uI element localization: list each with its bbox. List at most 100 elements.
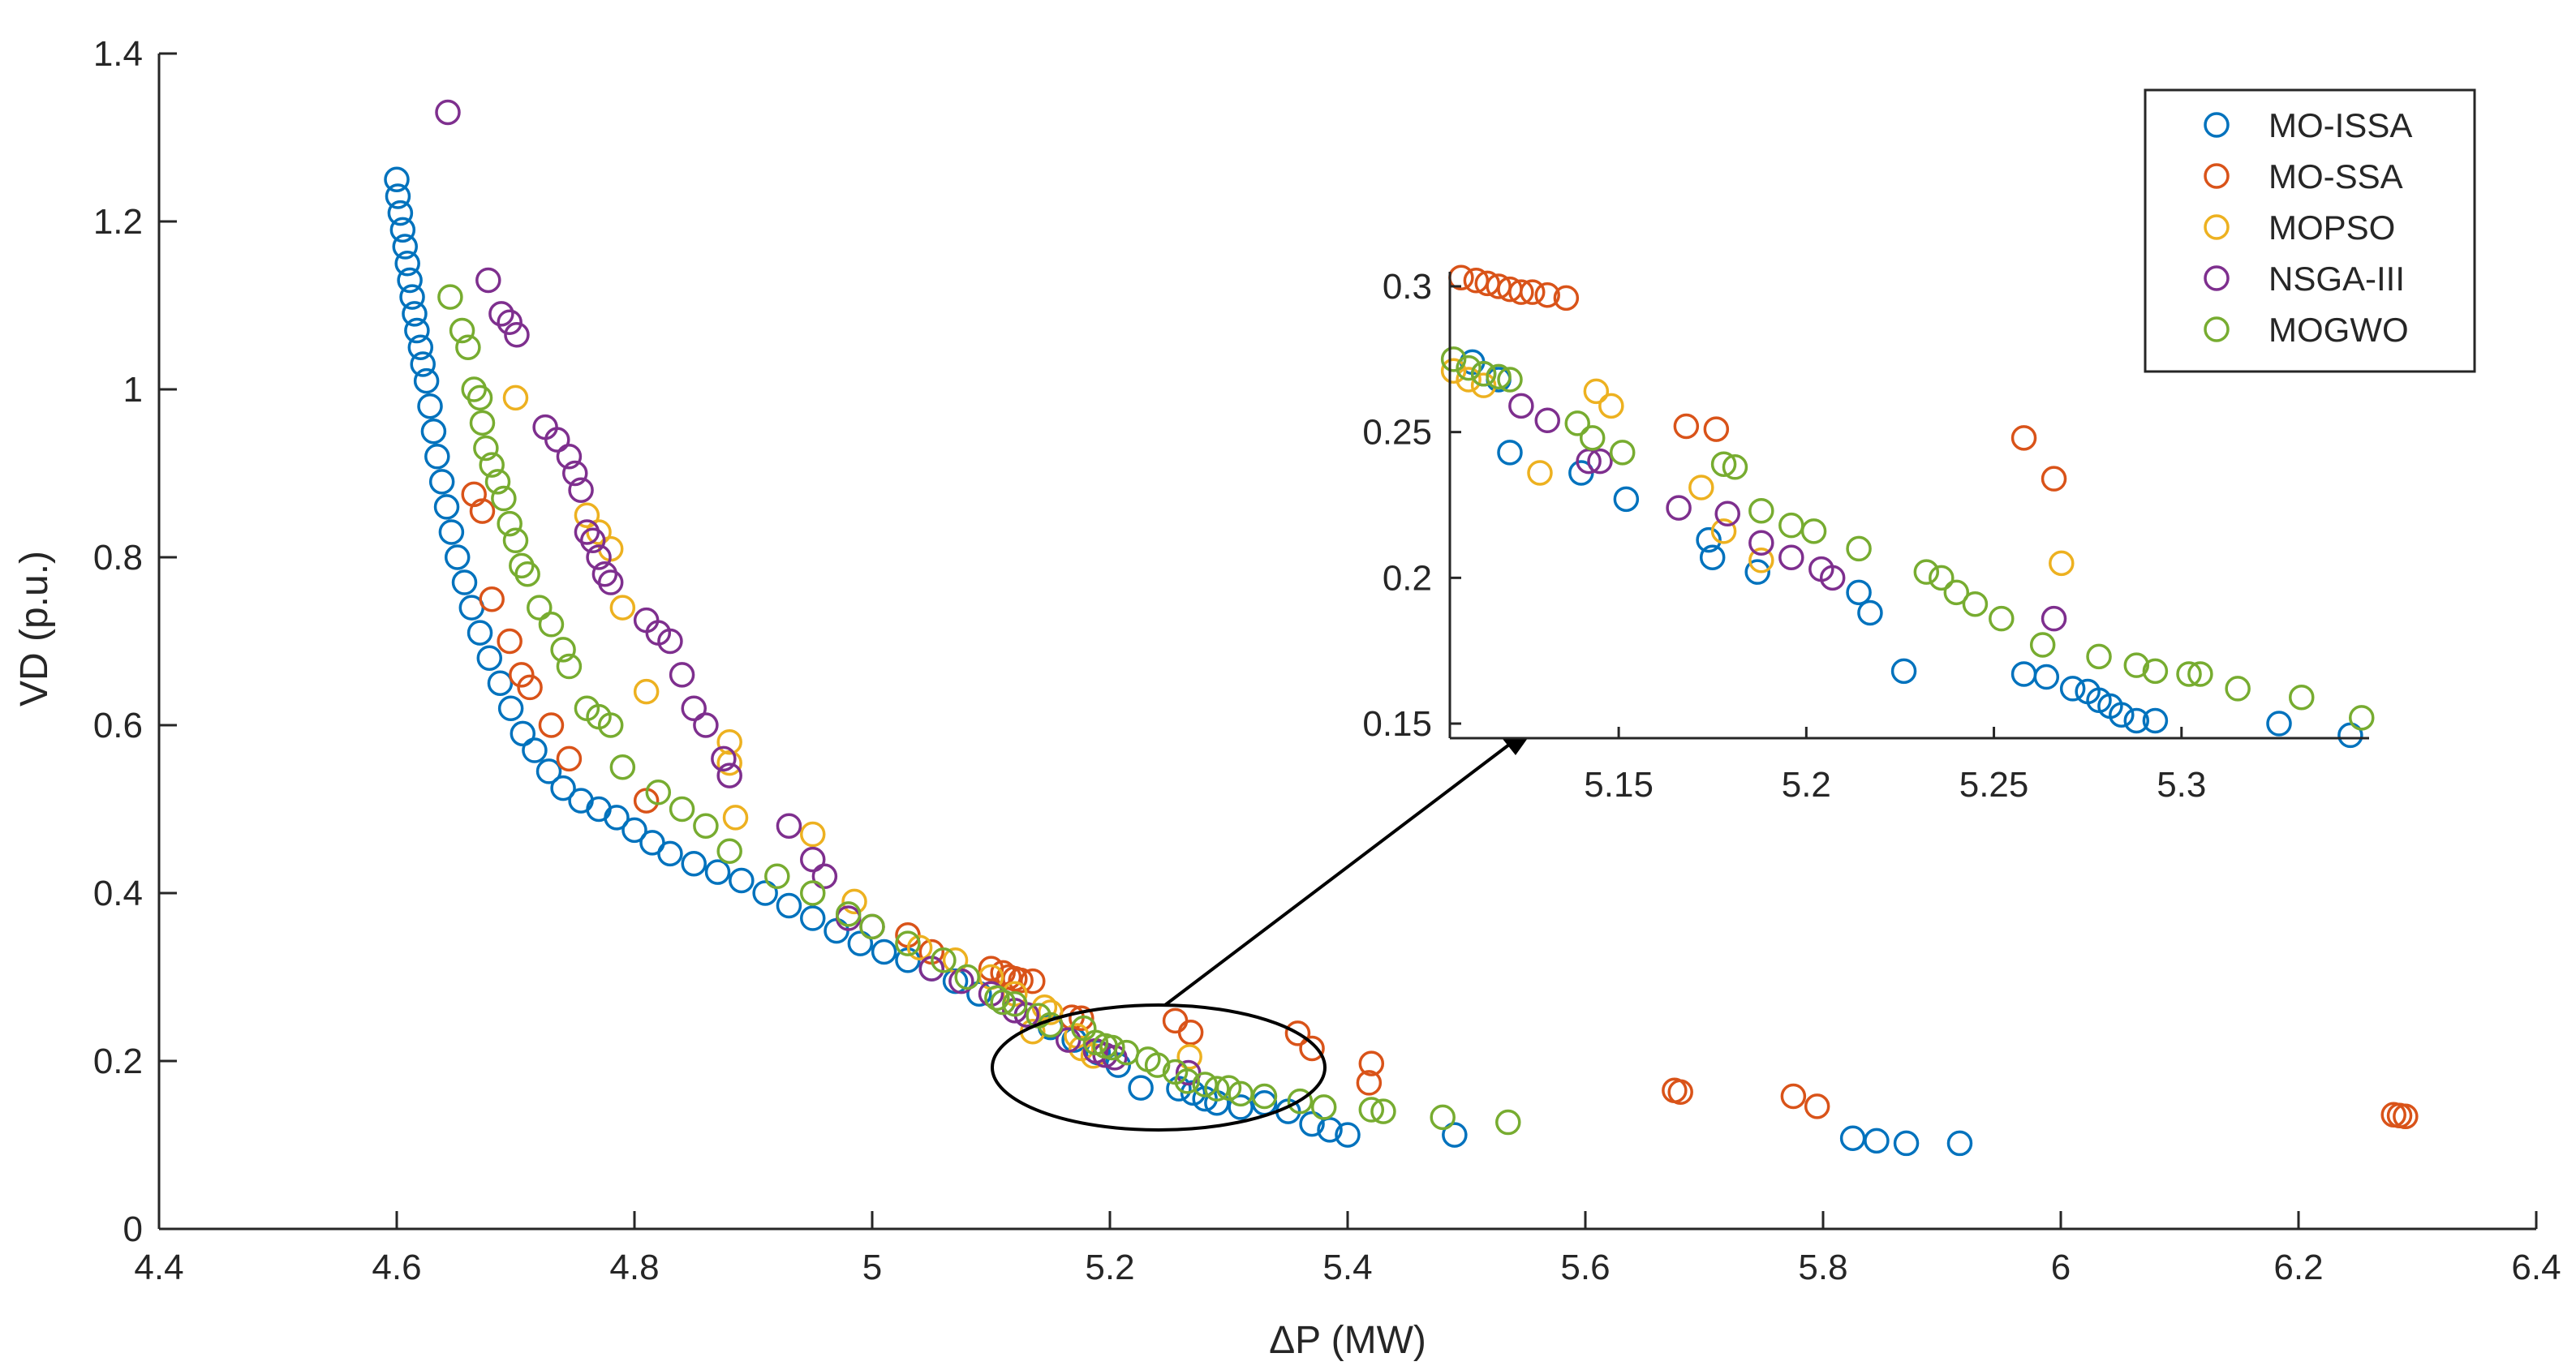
data-point: [1946, 1130, 1973, 1157]
data-point: [467, 384, 493, 411]
data-point: [385, 183, 411, 209]
data-point: [502, 527, 529, 554]
data-point: [469, 410, 496, 436]
data-point: [931, 947, 957, 973]
data-point: [484, 469, 511, 495]
inset-data-point: [2142, 707, 2169, 734]
inset-data-point: [2010, 425, 2037, 451]
inset-data-point: [1778, 544, 1804, 570]
data-point: [488, 301, 514, 327]
data-point: [586, 796, 612, 823]
legend-label: MO-SSA: [2269, 157, 2403, 195]
data-point: [609, 754, 636, 780]
inset-data-point: [2049, 550, 2075, 577]
inset-data-point: [1508, 279, 1534, 305]
data-point: [550, 775, 576, 801]
data-point: [2393, 1103, 2419, 1130]
inset-data-point: [1534, 407, 1560, 434]
legend-label: MO-ISSA: [2269, 106, 2412, 144]
inset-series-mopso: [1440, 358, 2075, 577]
data-point: [1008, 967, 1034, 994]
data-point: [859, 913, 885, 940]
data-point: [800, 880, 826, 906]
inset-data-point: [1857, 599, 1883, 626]
data-point: [847, 930, 874, 956]
inset-data-point: [2176, 661, 2202, 687]
inset-data-point: [1962, 591, 1989, 617]
data-point: [1177, 1020, 1204, 1046]
inset-data-point: [2041, 466, 2067, 492]
data-point: [1287, 1088, 1314, 1115]
inset-data-point: [2349, 705, 2375, 731]
data-point: [586, 544, 612, 570]
y-tick-label: 1.2: [93, 202, 143, 242]
data-point: [693, 813, 719, 839]
data-point: [800, 846, 826, 873]
inset-y-tick-label: 0.15: [1362, 704, 1432, 744]
data-point: [473, 435, 499, 462]
inset-data-point: [2109, 702, 2135, 728]
inset-data-point: [2029, 632, 2056, 658]
data-point: [491, 485, 517, 512]
y-axis-label: VD (p.u.): [13, 551, 56, 707]
data-point: [1317, 1117, 1343, 1143]
inset-data-point: [1696, 526, 1722, 553]
data-point: [621, 817, 647, 844]
data-point: [417, 393, 443, 419]
inset-data-point: [2225, 676, 2251, 702]
inset-data-point: [1714, 500, 1740, 527]
y-tick-label: 0.4: [93, 874, 143, 913]
data-point: [704, 859, 731, 885]
data-point: [693, 712, 719, 738]
data-point: [556, 444, 583, 470]
data-point: [510, 720, 536, 747]
inset-data-point: [1748, 548, 1774, 573]
inset-data-point: [1929, 565, 1955, 591]
y-tick-label: 0: [123, 1209, 143, 1249]
data-point: [502, 384, 529, 411]
inset-data-point: [1470, 372, 1497, 398]
data-point: [800, 905, 826, 931]
data-point: [399, 284, 425, 310]
data-point: [1069, 1005, 1094, 1031]
data-point: [1215, 1075, 1242, 1101]
data-point: [402, 301, 428, 327]
data-point: [479, 586, 505, 612]
data-point: [1780, 1083, 1807, 1110]
data-point: [1442, 1122, 1468, 1148]
data-point: [535, 758, 562, 784]
x-tick-label: 6.2: [2273, 1248, 2323, 1287]
series-mo-issa: [384, 166, 1973, 1157]
data-point: [1175, 1059, 1202, 1086]
inset-data-point: [1673, 413, 1700, 440]
x-tick-label: 6.4: [2511, 1248, 2561, 1287]
inset-data-point: [1440, 346, 1467, 372]
inset-data-point: [2041, 605, 2067, 632]
data-point: [1174, 1068, 1200, 1094]
data-point: [669, 796, 695, 823]
inset-data-point: [1699, 544, 1726, 570]
inset-data-point: [1456, 367, 1482, 393]
inset-data-point: [1800, 518, 1827, 544]
data-point: [657, 840, 683, 867]
data-point: [1358, 1050, 1385, 1076]
main-points: [384, 99, 2419, 1157]
data-point: [1002, 990, 1028, 1017]
inset-data-point: [1583, 378, 1610, 405]
inset-x-tick-label: 5.15: [1584, 765, 1654, 805]
data-point: [433, 494, 460, 520]
data-point: [716, 838, 742, 864]
data-point: [764, 863, 790, 890]
data-point: [948, 968, 974, 994]
data-point: [835, 901, 862, 927]
data-point: [438, 519, 465, 545]
data-point: [776, 892, 802, 919]
data-point: [1370, 1098, 1396, 1124]
data-point: [428, 469, 455, 495]
legend: MO-ISSA MO-SSA MOPSO NSGA-III MOGWO: [2144, 88, 2476, 373]
data-point: [1804, 1093, 1830, 1119]
inset-data-point: [1508, 393, 1534, 419]
inset-x-tick-label: 5.25: [1959, 765, 2029, 805]
inset-data-point: [1440, 358, 1467, 384]
inset-data-point: [1943, 579, 1970, 606]
